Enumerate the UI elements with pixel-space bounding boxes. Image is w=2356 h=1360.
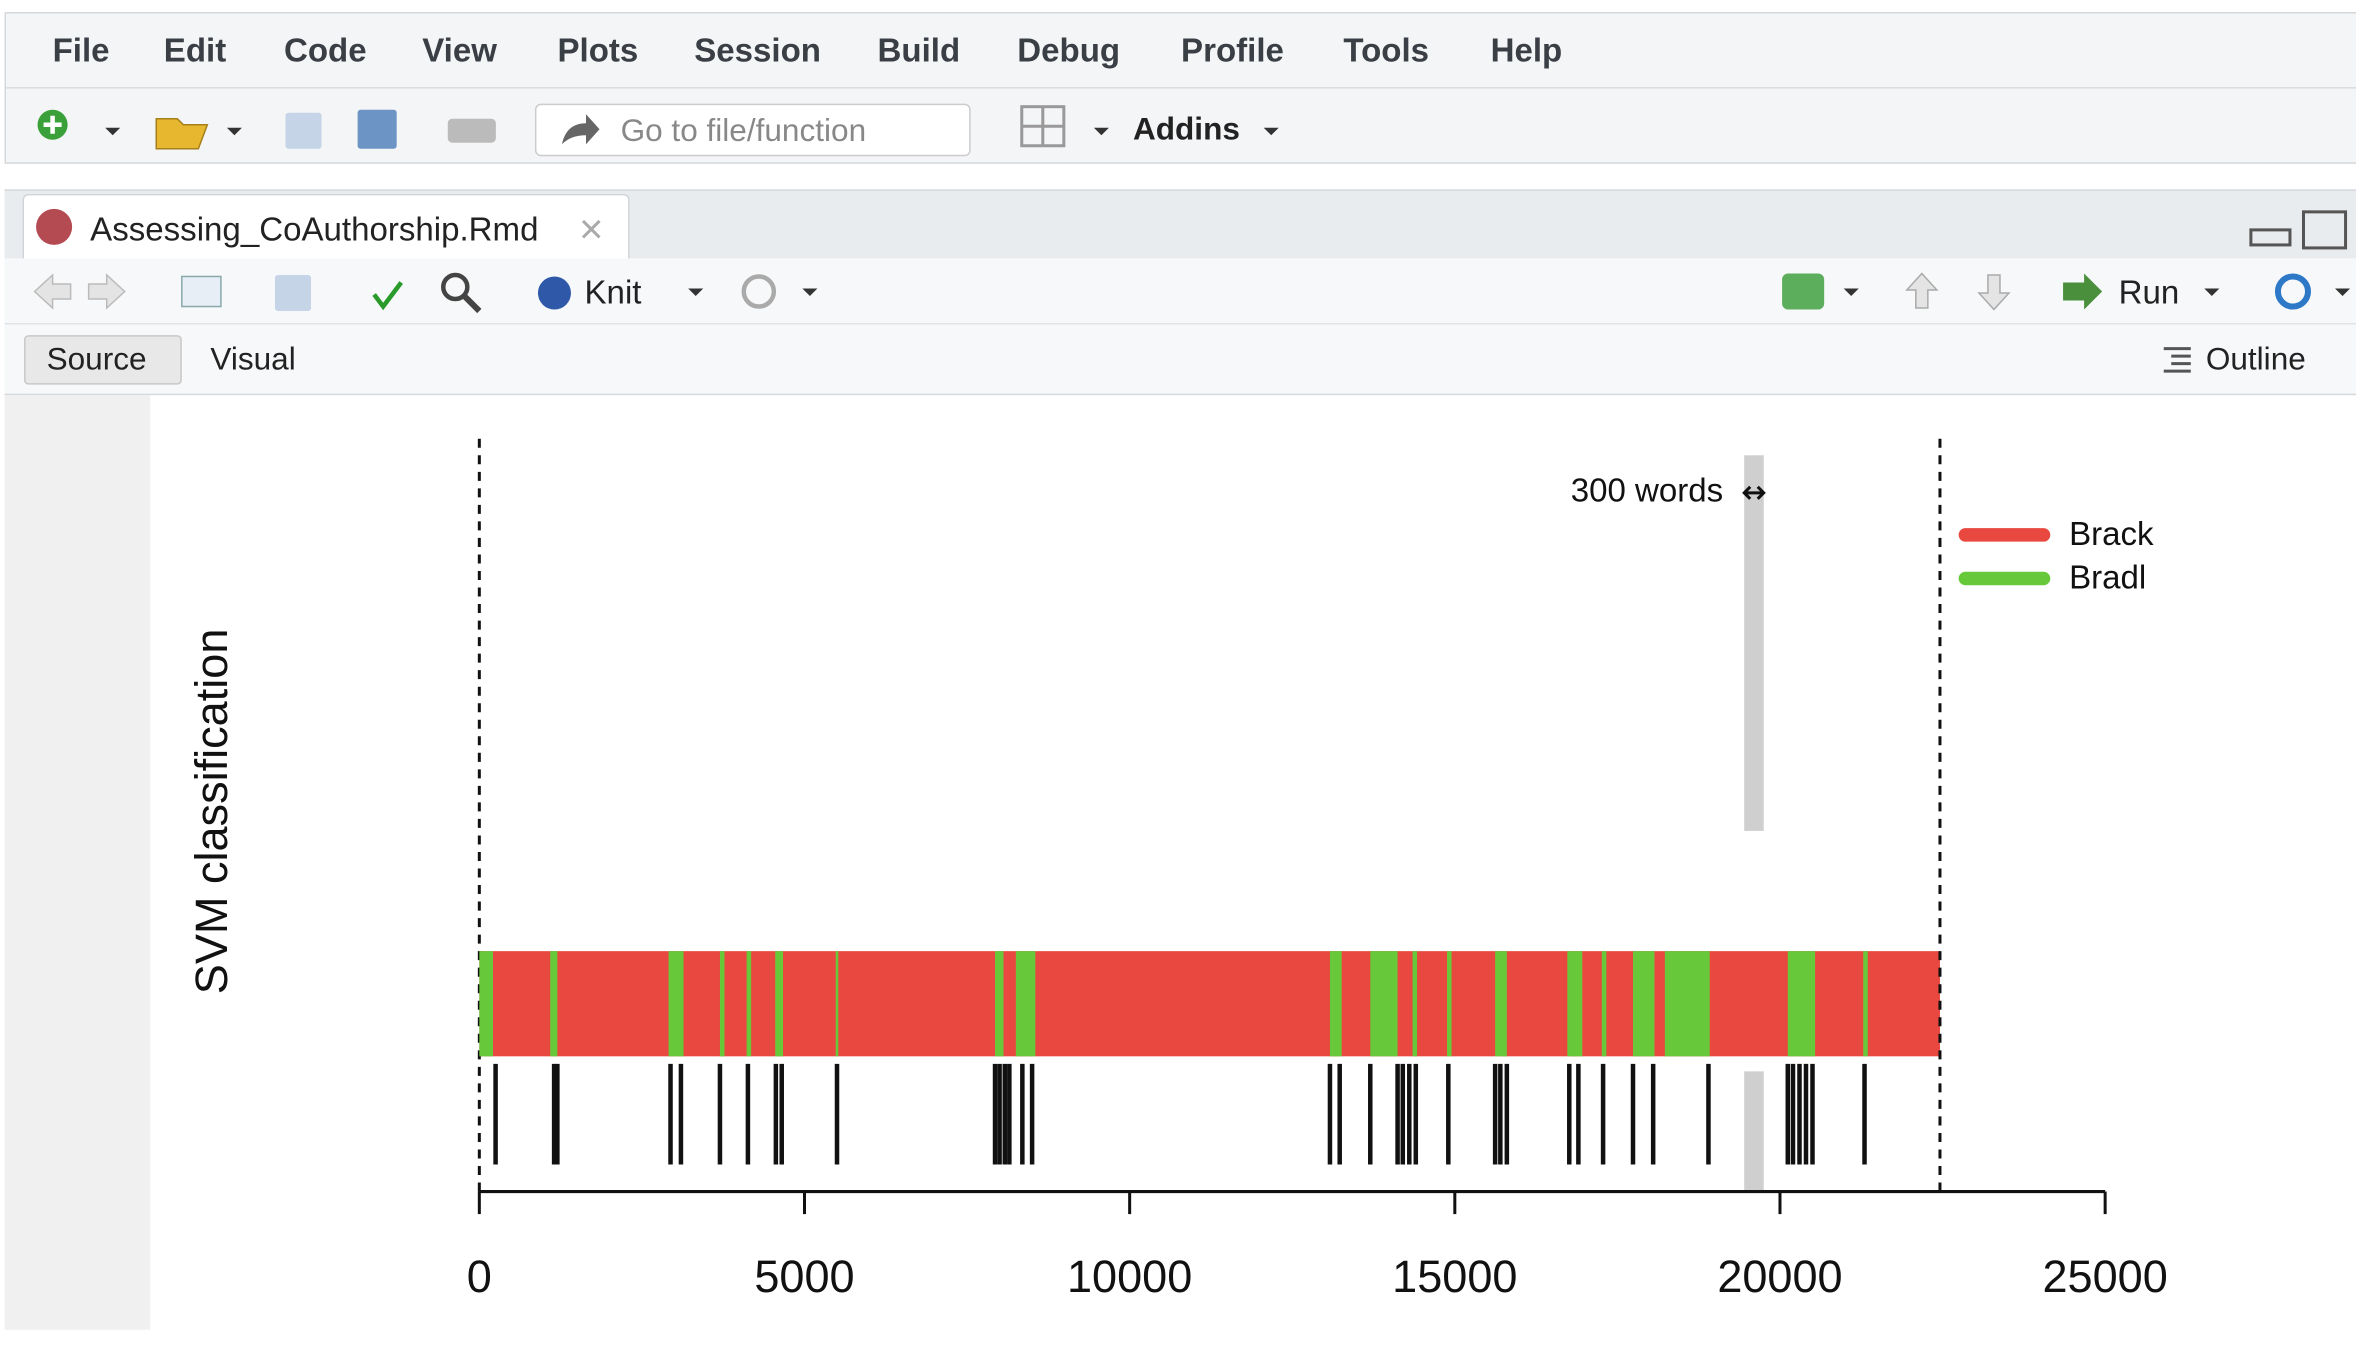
save-all-icon[interactable] xyxy=(357,109,397,149)
dropdown[interactable] xyxy=(688,288,704,297)
rmd-icon xyxy=(36,208,73,245)
x-tick-label: 25000 xyxy=(2042,1251,2167,1302)
segment xyxy=(719,951,725,1057)
find[interactable] xyxy=(441,272,470,302)
segment xyxy=(1329,951,1342,1057)
dropdown[interactable] xyxy=(105,127,121,136)
dropdown[interactable] xyxy=(1259,89,1289,164)
dropdown[interactable] xyxy=(802,288,818,297)
source-label: Source xyxy=(46,342,147,378)
search-box[interactable]: Go to file/function xyxy=(534,103,971,157)
mode-bar: Source Visual Outline xyxy=(4,324,2356,396)
insert-chunk[interactable] xyxy=(1782,273,1825,310)
menu-item[interactable]: Help xyxy=(1490,31,1563,70)
segment xyxy=(479,951,1940,1057)
segment xyxy=(1787,951,1816,1057)
menu-item[interactable]: Debug xyxy=(1017,31,1121,70)
dropdown[interactable] xyxy=(1843,288,1859,297)
print-icon[interactable] xyxy=(447,118,496,143)
annotation-label: 300 words xyxy=(1571,473,1723,510)
publish[interactable] xyxy=(2274,273,2311,310)
x-tick-label: 0 xyxy=(467,1251,492,1302)
segment xyxy=(1863,951,1868,1057)
run-button[interactable]: Run xyxy=(2118,273,2180,312)
plus xyxy=(43,115,62,134)
outline-button[interactable]: Outline xyxy=(2205,342,2306,378)
run-icon[interactable] xyxy=(2063,273,2103,310)
tab-title: Assessing_CoAuthorship.Rmd xyxy=(90,210,539,248)
legend-label: Brack xyxy=(2069,516,2154,553)
x-tick-label: 10000 xyxy=(1067,1251,1192,1302)
segment xyxy=(1370,951,1398,1057)
dropdown[interactable] xyxy=(226,127,242,136)
segment xyxy=(1495,951,1507,1057)
pane-controls[interactable] xyxy=(2243,191,2356,260)
settings[interactable] xyxy=(741,274,777,309)
editor-tab[interactable]: Assessing_CoAuthorship.Rmd xyxy=(22,193,630,262)
window-bar xyxy=(1744,1071,1764,1192)
close-tab[interactable] xyxy=(577,215,607,245)
open-icon[interactable] xyxy=(155,117,209,150)
up[interactable] xyxy=(1905,272,1939,309)
save[interactable] xyxy=(274,274,312,312)
x-tick-label: 15000 xyxy=(1392,1251,1517,1302)
menu-item[interactable]: Plots xyxy=(557,31,639,70)
segment xyxy=(835,951,839,1057)
visual-button[interactable]: Visual xyxy=(210,342,296,378)
segment xyxy=(1447,951,1452,1057)
segment xyxy=(746,951,752,1057)
menu-bar: File Edit Code View Plots Session Build Debug Pr… xyxy=(4,12,2356,89)
segment xyxy=(1633,951,1655,1057)
knit-button[interactable]: Knit xyxy=(584,273,642,312)
y-axis-label: SVM classification xyxy=(186,629,237,995)
segment xyxy=(550,951,558,1057)
outline-icon xyxy=(2163,347,2191,373)
show-in-window[interactable] xyxy=(181,275,222,308)
spellcheck[interactable] xyxy=(372,281,403,311)
segment xyxy=(1412,951,1418,1057)
menu-item[interactable]: File xyxy=(52,31,110,70)
tab-bar: Assessing_CoAuthorship.Rmd xyxy=(4,189,2356,262)
search-placeholder: Go to file/function xyxy=(620,114,867,149)
layout-icon[interactable] xyxy=(1016,89,1136,164)
segment xyxy=(775,951,784,1057)
editor-toolbar-icons xyxy=(33,272,2351,314)
addins-menu[interactable]: Addins xyxy=(1132,112,1240,148)
forward[interactable] xyxy=(87,273,126,310)
knit-icon[interactable] xyxy=(537,276,571,310)
menu-item[interactable]: Session xyxy=(694,31,821,70)
annotation-arrow xyxy=(1742,485,1766,500)
editor-toolbar: Knit Run xyxy=(4,258,2356,325)
arrow-icon xyxy=(561,114,600,145)
down[interactable] xyxy=(1977,274,2011,311)
menu-item[interactable]: Profile xyxy=(1181,31,1284,70)
window-bar xyxy=(1744,455,1764,831)
segment xyxy=(1015,951,1036,1057)
menu-item[interactable]: Code xyxy=(283,31,367,70)
segment xyxy=(1567,951,1583,1057)
menu-item[interactable]: Edit xyxy=(163,31,227,70)
segment xyxy=(1664,951,1710,1057)
toolbar-icons xyxy=(37,109,496,150)
segment xyxy=(668,951,684,1057)
back[interactable] xyxy=(33,273,72,310)
save-icon[interactable] xyxy=(285,112,322,149)
segment xyxy=(479,951,493,1057)
menu-item[interactable]: View xyxy=(422,31,497,70)
main-toolbar: Go to file/function Addins xyxy=(4,88,2356,164)
x-tick-label: 20000 xyxy=(1717,1251,1842,1302)
dropdown[interactable] xyxy=(2204,288,2220,297)
x-tick-label: 5000 xyxy=(754,1251,854,1302)
legend-label: Bradl xyxy=(2069,560,2146,597)
menu-item[interactable]: Build xyxy=(877,31,961,70)
segment xyxy=(1601,951,1607,1057)
editor-gutter xyxy=(4,395,151,1330)
menu-item[interactable]: Tools xyxy=(1343,31,1430,70)
source-button[interactable]: Source xyxy=(24,335,182,385)
segment xyxy=(995,951,1004,1057)
dropdown[interactable] xyxy=(2335,288,2351,297)
